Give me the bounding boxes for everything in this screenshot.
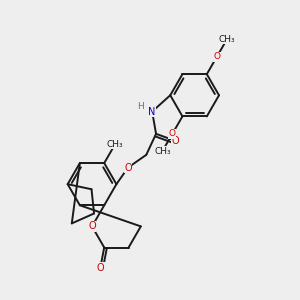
Text: O: O bbox=[172, 136, 179, 146]
Text: O: O bbox=[169, 129, 176, 138]
Text: O: O bbox=[213, 52, 220, 61]
Text: O: O bbox=[88, 221, 96, 231]
Text: CH₃: CH₃ bbox=[106, 140, 123, 149]
Text: O: O bbox=[97, 263, 104, 273]
Text: H: H bbox=[137, 102, 144, 111]
Text: O: O bbox=[124, 163, 132, 172]
Text: CH₃: CH₃ bbox=[154, 147, 171, 156]
Text: CH₃: CH₃ bbox=[219, 35, 235, 44]
Text: N: N bbox=[148, 106, 156, 117]
